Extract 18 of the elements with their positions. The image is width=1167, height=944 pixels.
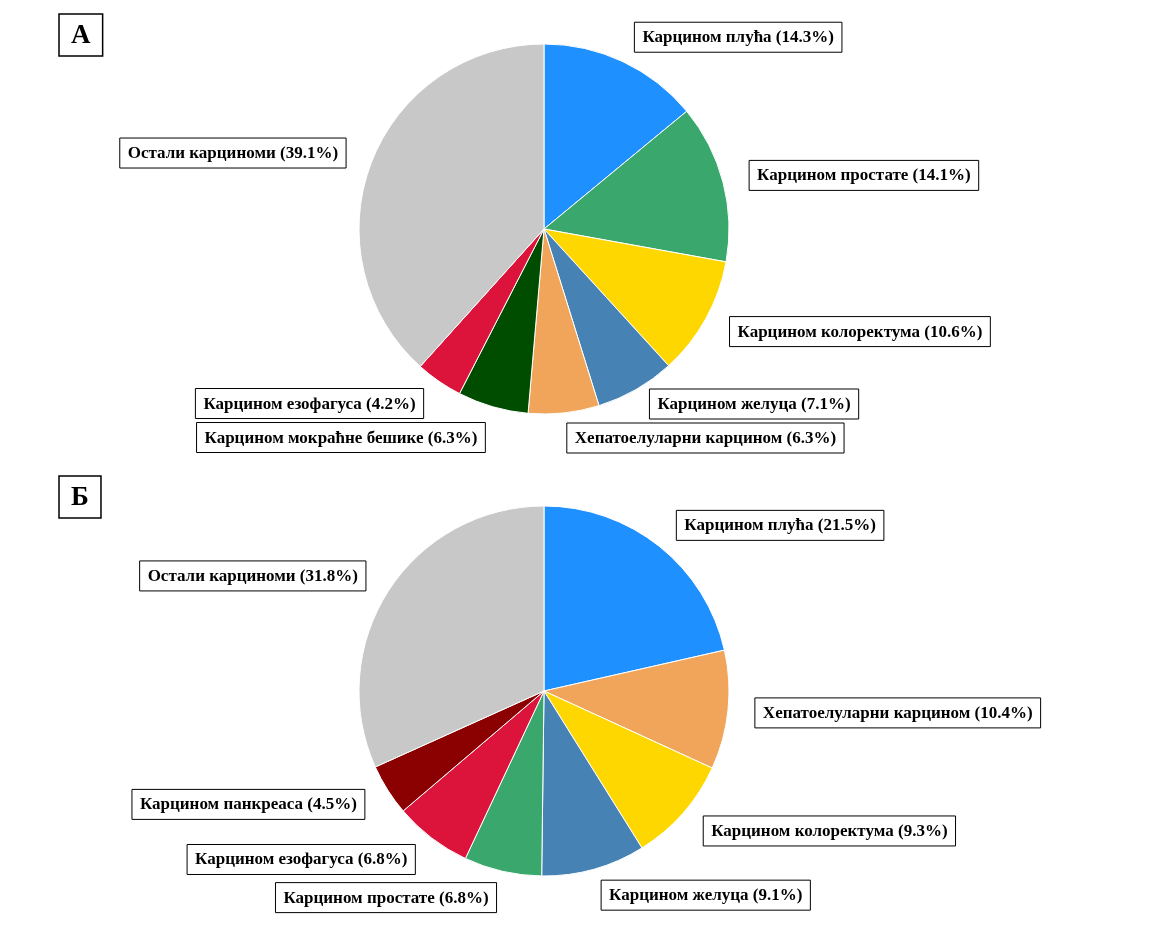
slice-label: Карцином желуца (9.1%): [609, 885, 803, 905]
slice-label: Карцином панкреаса (4.5%): [139, 794, 357, 814]
slice-label: Карцином плућа (21.5%): [684, 515, 876, 535]
slice-label: Карцином колоректума (9.3%): [711, 820, 948, 840]
slice-label: Остали карциноми (39.1%): [127, 143, 339, 163]
slice-label: Остали карциноми (31.8%): [147, 565, 358, 585]
slice-label: Карцином плућа (14.3%): [642, 27, 834, 47]
slice-label: Карцином желуца (7.1%): [657, 394, 851, 413]
slice-label: Карцином езофагуса (4.2%): [203, 393, 416, 413]
slice-label: Карцином мокраћне бешике (6.3%): [204, 427, 478, 447]
chart-title: Б: [71, 481, 89, 511]
slice-label: Хепатоелуларни карцином (10.4%): [762, 702, 1033, 722]
chart-title: А: [71, 19, 92, 49]
slice-label: Карцином колоректума (10.6%): [737, 321, 983, 341]
slice-label: Карцином простате (6.8%): [283, 887, 489, 907]
slice-label: Карцином простате (14.1%): [757, 165, 971, 185]
slice-label: Карцином езофагуса (6.8%): [195, 849, 408, 869]
slice-label: Хепатоелуларни карцином (6.3%): [574, 428, 837, 447]
